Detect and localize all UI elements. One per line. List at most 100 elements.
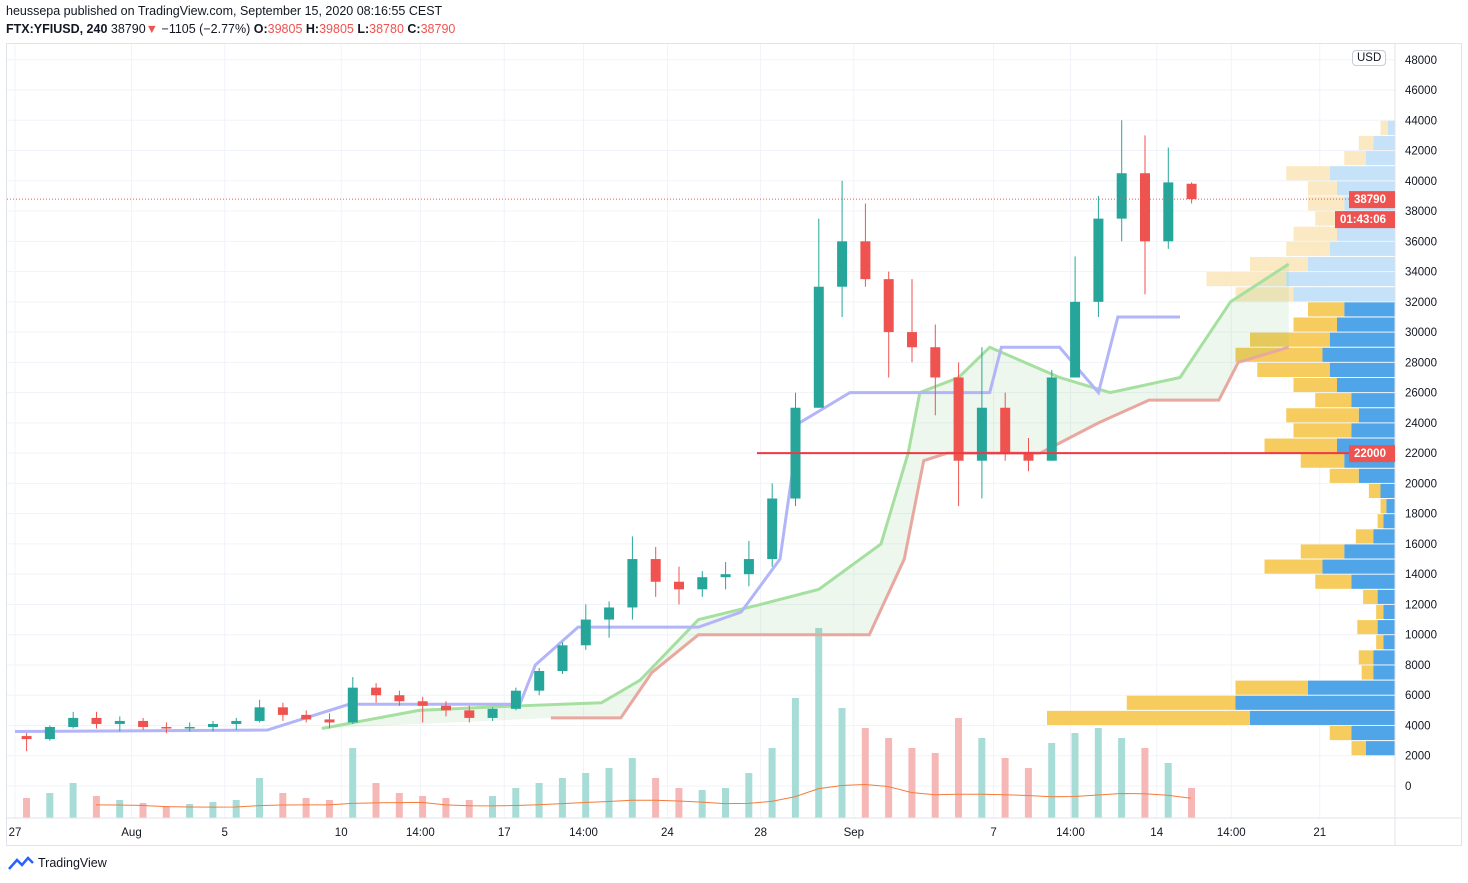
volume-profile-up-bar <box>1383 604 1395 620</box>
candle-body <box>1046 377 1057 461</box>
time-axis-label: 10 <box>335 827 348 839</box>
candle-body <box>1116 173 1127 219</box>
volume-profile-up-bar <box>1344 544 1395 559</box>
high-value: 39805 <box>319 22 354 36</box>
candle-body <box>510 690 521 709</box>
volume-profile-up-bar <box>1344 302 1395 317</box>
volume-bar <box>1024 768 1032 818</box>
volume-profile-down-bar <box>1257 362 1330 377</box>
volume-bar <box>885 738 893 818</box>
volume-bar <box>745 773 753 818</box>
candle-body <box>441 705 451 711</box>
candle-body <box>953 377 964 461</box>
volume-bar <box>1188 788 1195 818</box>
volume-profile-up-bar <box>1351 574 1395 589</box>
volume-profile-up-bar <box>1351 393 1395 408</box>
volume-profile-down-bar <box>1380 120 1388 135</box>
price-axis-label: 38000 <box>1405 206 1437 218</box>
volume-bar <box>1048 743 1056 818</box>
volume-profile-down-bar <box>1355 529 1374 544</box>
volume-profile-up-bar <box>1366 741 1395 756</box>
volume-bar <box>628 758 636 818</box>
volume-profile-down-bar <box>1363 589 1378 604</box>
price-axis-label: 20000 <box>1405 478 1437 490</box>
candle-body <box>1093 218 1104 302</box>
volume-profile-down-bar <box>1300 453 1345 468</box>
volume-profile-down-bar <box>1250 256 1308 272</box>
volume-profile-up-bar <box>1358 408 1395 423</box>
price-axis-label: 24000 <box>1405 418 1437 430</box>
currency-button[interactable]: USD <box>1352 50 1387 66</box>
candle-body <box>860 241 871 280</box>
countdown-tag: 01:43:06 <box>1340 214 1386 226</box>
volume-profile-up-bar <box>1373 529 1395 544</box>
low-label: L: <box>357 22 370 36</box>
volume-bar <box>186 804 194 818</box>
down-arrow-icon: ▼ <box>145 22 159 36</box>
volume-profile-up-bar <box>1351 423 1395 438</box>
price-axis-label: 22000 <box>1405 448 1437 460</box>
time-axis-label: 14:00 <box>569 827 598 839</box>
volume-bar <box>978 738 986 818</box>
volume-bar <box>908 748 916 818</box>
price-axis-label: 12000 <box>1405 599 1437 611</box>
candle-body <box>1163 182 1174 242</box>
volume-profile-down-bar <box>1126 695 1236 710</box>
candle-body <box>813 286 824 408</box>
candle-body <box>254 707 265 721</box>
volume-bar <box>23 798 30 818</box>
volume-profile-down-bar <box>1293 226 1337 241</box>
time-axis-label: 27 <box>9 827 22 839</box>
volume-bar <box>838 708 846 818</box>
volume-profile-up-bar <box>1337 377 1395 393</box>
symbol-name[interactable]: FTX:YFIUSD, 240 <box>6 22 108 36</box>
volume-profile-down-bar <box>1358 135 1374 151</box>
volume-bar <box>675 788 683 818</box>
volume-bar <box>489 796 496 818</box>
volume-bar <box>162 806 170 818</box>
volume-bar <box>558 778 566 818</box>
volume-bar <box>46 793 54 818</box>
volume-profile-down-bar <box>1206 272 1287 287</box>
candle-body <box>604 607 615 620</box>
volume-bar <box>419 796 427 818</box>
volume-profile-up-bar <box>1250 710 1395 725</box>
volume-profile-down-bar <box>1308 181 1337 196</box>
candle-body <box>487 708 498 718</box>
volume-profile-up-bar <box>1308 680 1395 695</box>
volume-profile-down-bar <box>1357 620 1378 635</box>
volume-bar <box>92 796 100 818</box>
candle-body <box>883 279 894 333</box>
volume-bar <box>442 798 450 818</box>
symbol-legend: FTX:YFIUSD, 240 38790▼ −1105 (−2.77%) O:… <box>6 22 455 37</box>
last-price: 38790 <box>110 22 146 36</box>
time-axis-label: 14:00 <box>406 827 435 839</box>
volume-profile-down-bar <box>1235 680 1308 695</box>
volume-bar <box>1118 738 1126 818</box>
volume-profile-up-bar <box>1235 695 1395 710</box>
candle-body <box>184 726 195 729</box>
price-axis-label: 0 <box>1405 781 1411 793</box>
price-axis-label: 16000 <box>1405 539 1437 551</box>
candle-body <box>720 574 731 578</box>
volume-profile-down-bar <box>1286 166 1330 181</box>
price-axis-label: 40000 <box>1405 176 1437 188</box>
candle-body <box>1023 453 1034 461</box>
price-axis-label: 2000 <box>1405 751 1431 763</box>
price-axis-label: 8000 <box>1405 660 1431 672</box>
volume-bar <box>139 803 147 818</box>
volume-profile-up-bar <box>1377 620 1395 635</box>
candle-body <box>68 717 79 727</box>
volume-profile-down-bar <box>1308 302 1345 317</box>
candle-body <box>91 717 102 724</box>
candle-body <box>114 720 125 724</box>
candle-body <box>1140 173 1150 242</box>
volume-profile-up-bar <box>1387 120 1395 135</box>
price-axis-label: 42000 <box>1405 146 1437 158</box>
price-axis-label: 44000 <box>1405 115 1437 127</box>
time-axis-label: 14:00 <box>1217 827 1246 839</box>
candle-body <box>557 645 568 672</box>
volume-profile-down-bar <box>1376 604 1384 620</box>
volume-bar <box>861 728 869 818</box>
